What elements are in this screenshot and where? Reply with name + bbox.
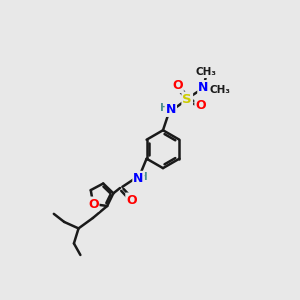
Text: O: O: [126, 194, 137, 206]
Text: H: H: [139, 172, 148, 182]
Text: S: S: [182, 93, 192, 106]
Text: N: N: [198, 81, 208, 94]
Text: N: N: [133, 172, 144, 185]
Text: O: O: [172, 79, 183, 92]
Text: CH₃: CH₃: [209, 85, 230, 95]
Text: CH₃: CH₃: [196, 68, 217, 77]
Text: O: O: [88, 197, 98, 211]
Text: O: O: [195, 100, 206, 112]
Text: H: H: [160, 103, 169, 113]
Text: N: N: [166, 103, 176, 116]
